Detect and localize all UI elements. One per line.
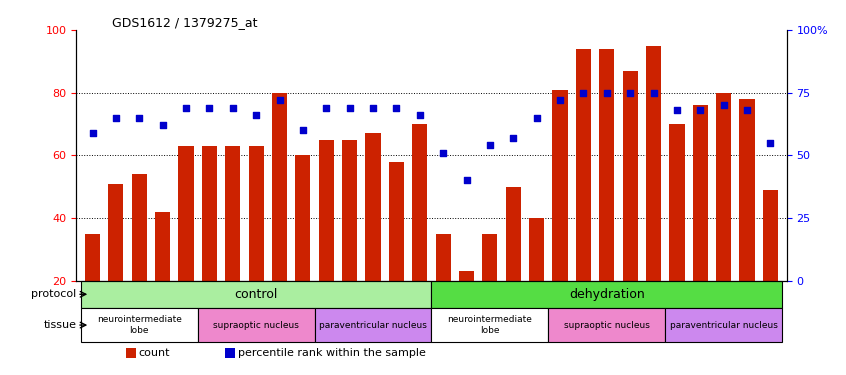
Bar xyxy=(459,271,474,344)
Bar xyxy=(389,162,404,344)
Bar xyxy=(693,105,708,344)
Point xyxy=(764,140,777,146)
Bar xyxy=(436,234,451,344)
Bar xyxy=(132,174,147,344)
Bar xyxy=(202,146,217,344)
Bar xyxy=(716,93,731,344)
Bar xyxy=(763,190,778,344)
Bar xyxy=(552,90,568,344)
Bar xyxy=(669,124,684,344)
Point xyxy=(226,105,239,111)
Point xyxy=(343,105,356,111)
Point xyxy=(179,105,193,111)
Point xyxy=(530,115,543,121)
Point xyxy=(413,112,426,118)
Point xyxy=(694,107,707,113)
Text: percentile rank within the sample: percentile rank within the sample xyxy=(239,348,426,358)
Text: tissue: tissue xyxy=(44,320,77,330)
Bar xyxy=(198,308,315,342)
Point xyxy=(670,107,684,113)
Bar xyxy=(295,155,310,344)
Point xyxy=(437,150,450,156)
Text: supraoptic nucleus: supraoptic nucleus xyxy=(213,321,299,330)
Point xyxy=(203,105,217,111)
Bar xyxy=(155,212,170,344)
Point xyxy=(577,90,591,96)
Bar xyxy=(365,134,381,344)
Bar xyxy=(108,183,124,344)
Bar xyxy=(529,218,544,344)
Point xyxy=(272,97,286,103)
Bar xyxy=(315,308,431,342)
Bar xyxy=(599,49,614,344)
Point xyxy=(553,97,567,103)
Point xyxy=(156,122,169,128)
Text: paraventricular nucleus: paraventricular nucleus xyxy=(319,321,427,330)
Bar xyxy=(342,140,357,344)
Bar xyxy=(431,308,548,342)
Bar xyxy=(81,280,431,308)
Text: dehydration: dehydration xyxy=(569,288,645,301)
Bar xyxy=(576,49,591,344)
Point xyxy=(507,135,520,141)
Point xyxy=(320,105,333,111)
Text: control: control xyxy=(234,288,277,301)
Bar xyxy=(249,146,264,344)
Point xyxy=(646,90,660,96)
Bar xyxy=(739,99,755,344)
Point xyxy=(250,112,263,118)
Point xyxy=(624,90,637,96)
Point xyxy=(85,130,99,136)
Point xyxy=(600,90,613,96)
Bar xyxy=(548,308,665,342)
Text: supraoptic nucleus: supraoptic nucleus xyxy=(563,321,650,330)
Bar xyxy=(623,71,638,344)
Text: GDS1612 / 1379275_at: GDS1612 / 1379275_at xyxy=(112,16,257,29)
Bar xyxy=(85,234,100,344)
Bar xyxy=(225,146,240,344)
Point xyxy=(296,127,310,133)
Bar xyxy=(506,187,521,344)
Bar xyxy=(126,348,136,358)
Bar xyxy=(431,280,782,308)
Bar xyxy=(225,348,235,358)
Point xyxy=(133,115,146,121)
Bar xyxy=(179,146,194,344)
Point xyxy=(740,107,754,113)
Point xyxy=(483,142,497,148)
Point xyxy=(366,105,380,111)
Text: neurointermediate
lobe: neurointermediate lobe xyxy=(96,315,182,335)
Bar xyxy=(272,93,287,344)
Bar xyxy=(646,46,661,344)
Text: count: count xyxy=(139,348,170,358)
Point xyxy=(390,105,404,111)
Text: neurointermediate
lobe: neurointermediate lobe xyxy=(448,315,532,335)
Bar xyxy=(665,308,782,342)
Bar xyxy=(319,140,334,344)
Text: paraventricular nucleus: paraventricular nucleus xyxy=(670,321,777,330)
Bar xyxy=(81,308,198,342)
Point xyxy=(717,102,730,108)
Point xyxy=(109,115,123,121)
Bar xyxy=(482,234,497,344)
Bar xyxy=(412,124,427,344)
Point xyxy=(459,177,473,183)
Text: protocol: protocol xyxy=(31,289,77,299)
